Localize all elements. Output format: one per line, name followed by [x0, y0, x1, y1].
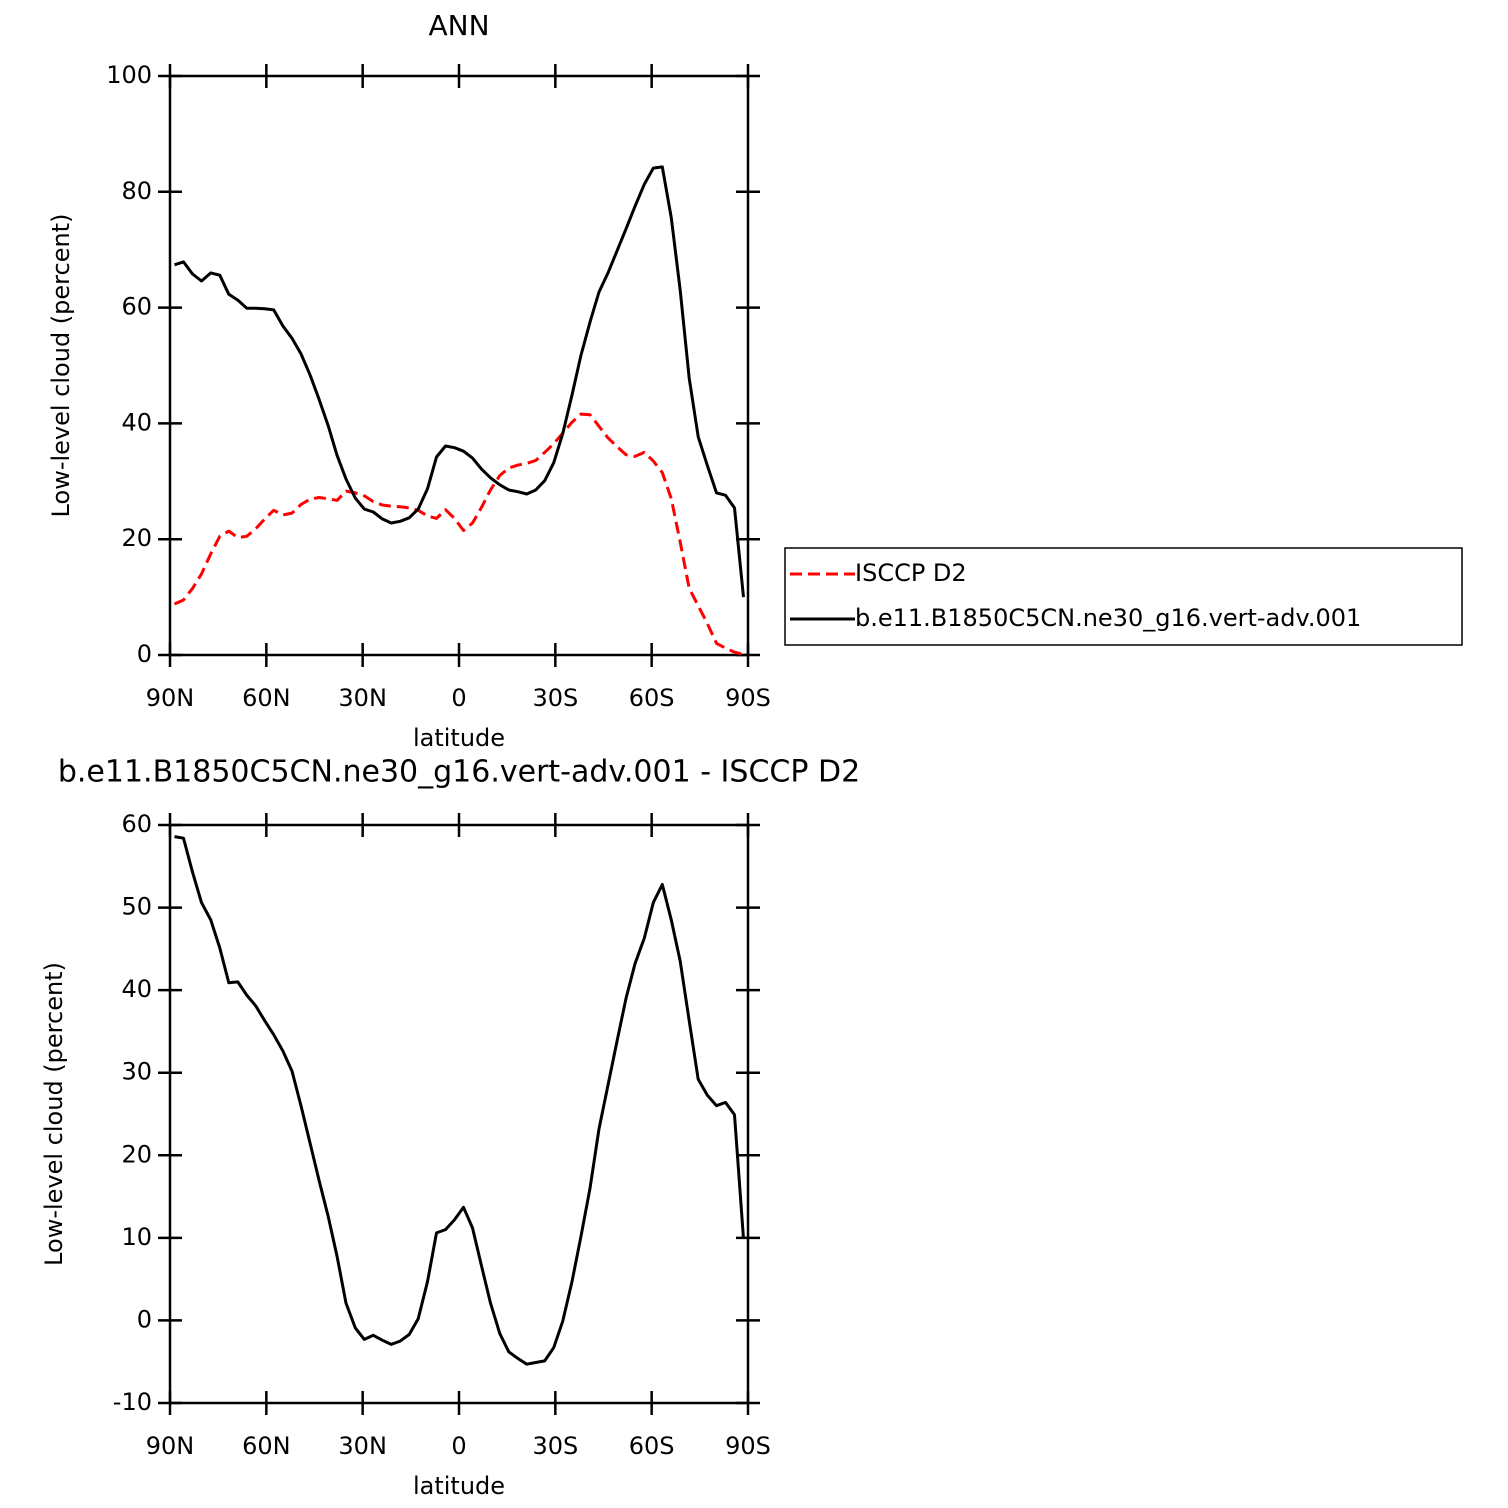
y-tick-label: 60 [121, 293, 152, 321]
x-tick-label: 60S [629, 684, 675, 712]
legend-label: b.e11.B1850C5CN.ne30_g16.vert-adv.001 [855, 604, 1361, 632]
y-tick-label: 30 [121, 1058, 152, 1086]
y-tick-label: 40 [121, 975, 152, 1003]
y-tick-label: 10 [121, 1223, 152, 1251]
x-tick-label: 60S [629, 1432, 675, 1460]
data-line [174, 165, 745, 598]
y-tick-label: 80 [121, 177, 152, 205]
y-axis-label: Low-level cloud (percent) [40, 962, 68, 1266]
x-tick-label: 30N [338, 684, 387, 712]
y-tick-label: 20 [121, 524, 152, 552]
data-line [173, 412, 744, 656]
y-tick-label: 20 [121, 1140, 152, 1168]
x-tick-label: 90N [146, 1432, 195, 1460]
y-tick-label: 40 [121, 408, 152, 436]
legend-box [784, 547, 1463, 646]
x-tick-label: 90S [725, 1432, 771, 1460]
y-tick-label: 0 [137, 640, 152, 668]
x-tick-label: 60N [242, 1432, 291, 1460]
y-tick-label: -10 [113, 1388, 152, 1416]
y-tick-label: 50 [121, 893, 152, 921]
x-tick-label: 0 [451, 684, 466, 712]
data-line [174, 835, 745, 1366]
y-axis-label: Low-level cloud (percent) [47, 214, 75, 518]
legend-label: ISCCP D2 [855, 559, 967, 587]
y-tick-label: 100 [106, 61, 152, 89]
y-tick-label: 0 [137, 1305, 152, 1333]
x-tick-label: 30S [532, 684, 578, 712]
x-tick-label: 90S [725, 684, 771, 712]
chart-title: b.e11.B1850C5CN.ne30_g16.vert-adv.001 - … [58, 755, 860, 790]
x-axis-label: latitude [413, 724, 505, 752]
x-tick-label: 60N [242, 684, 291, 712]
x-axis-label: latitude [413, 1472, 505, 1500]
x-tick-label: 0 [451, 1432, 466, 1460]
chart-title: ANN [428, 9, 489, 42]
plot-frame [168, 74, 750, 657]
y-tick-label: 60 [121, 810, 152, 838]
x-tick-label: 30S [532, 1432, 578, 1460]
plot-frame [168, 823, 750, 1405]
x-tick-label: 90N [146, 684, 195, 712]
x-tick-label: 30N [338, 1432, 387, 1460]
